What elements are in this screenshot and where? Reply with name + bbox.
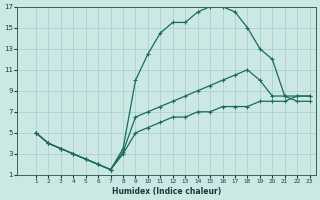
X-axis label: Humidex (Indice chaleur): Humidex (Indice chaleur): [112, 187, 221, 196]
